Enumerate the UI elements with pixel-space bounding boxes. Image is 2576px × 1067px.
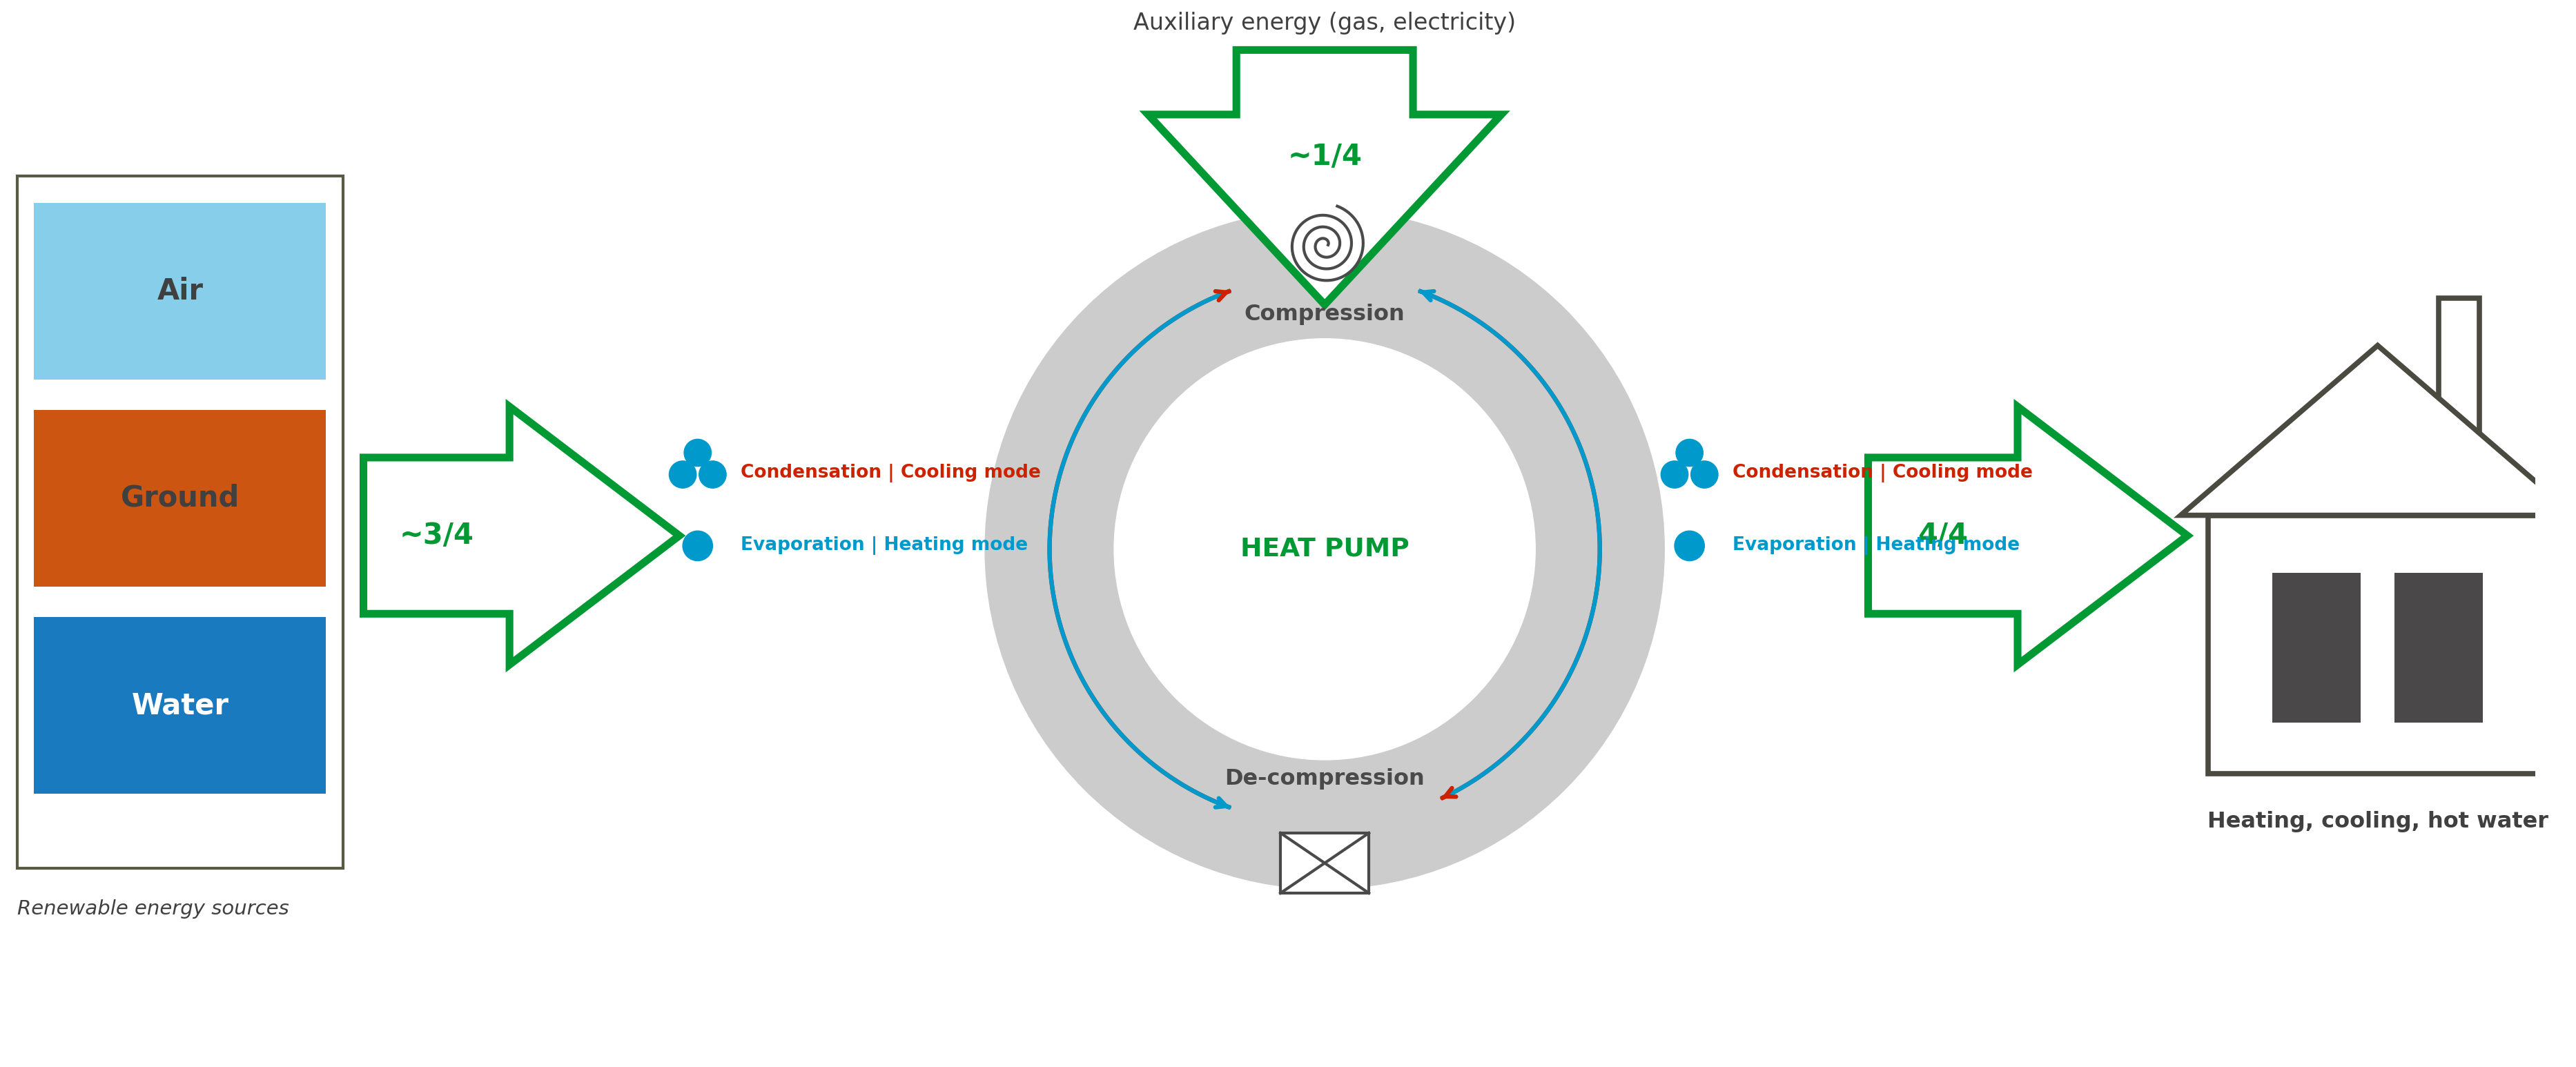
Text: Ground: Ground: [121, 483, 240, 513]
Text: Evaporation | Heating mode: Evaporation | Heating mode: [739, 537, 1028, 555]
Text: ~1/4: ~1/4: [1288, 143, 1363, 172]
Bar: [2272, 573, 2360, 722]
Text: Heating, cooling, hot water: Heating, cooling, hot water: [2208, 811, 2548, 832]
Circle shape: [1674, 531, 1705, 561]
Bar: [33, 410, 327, 587]
Bar: [33, 203, 327, 380]
Bar: [18, 176, 343, 869]
Bar: [2208, 515, 2548, 774]
Text: Compression: Compression: [1244, 304, 1404, 325]
Polygon shape: [363, 407, 680, 665]
Circle shape: [1677, 440, 1703, 466]
Circle shape: [1690, 461, 1718, 488]
Polygon shape: [1149, 50, 1502, 305]
Text: HEAT PUMP: HEAT PUMP: [1239, 537, 1409, 561]
Circle shape: [683, 531, 714, 561]
Polygon shape: [2182, 346, 2573, 515]
Text: ~3/4: ~3/4: [399, 521, 474, 551]
Circle shape: [984, 209, 1664, 889]
Polygon shape: [1868, 407, 2187, 665]
Bar: [2396, 573, 2483, 722]
Text: De-compression: De-compression: [1224, 768, 1425, 790]
Bar: [2439, 298, 2481, 434]
Text: 4/4: 4/4: [1917, 521, 1968, 551]
Circle shape: [685, 440, 711, 466]
Bar: [1280, 833, 1368, 893]
Text: Water: Water: [131, 691, 229, 720]
Circle shape: [670, 461, 696, 488]
Text: Condensation | Cooling mode: Condensation | Cooling mode: [1731, 464, 2032, 482]
Text: Renewable energy sources: Renewable energy sources: [18, 899, 289, 919]
Text: Auxiliary energy (gas, electricity): Auxiliary energy (gas, electricity): [1133, 12, 1515, 34]
Text: Evaporation | Heating mode: Evaporation | Heating mode: [1731, 537, 2020, 555]
Circle shape: [1662, 461, 1687, 488]
Circle shape: [698, 461, 726, 488]
Text: Condensation | Cooling mode: Condensation | Cooling mode: [739, 464, 1041, 482]
Circle shape: [1113, 338, 1535, 760]
Bar: [33, 617, 327, 794]
Text: Air: Air: [157, 276, 204, 305]
